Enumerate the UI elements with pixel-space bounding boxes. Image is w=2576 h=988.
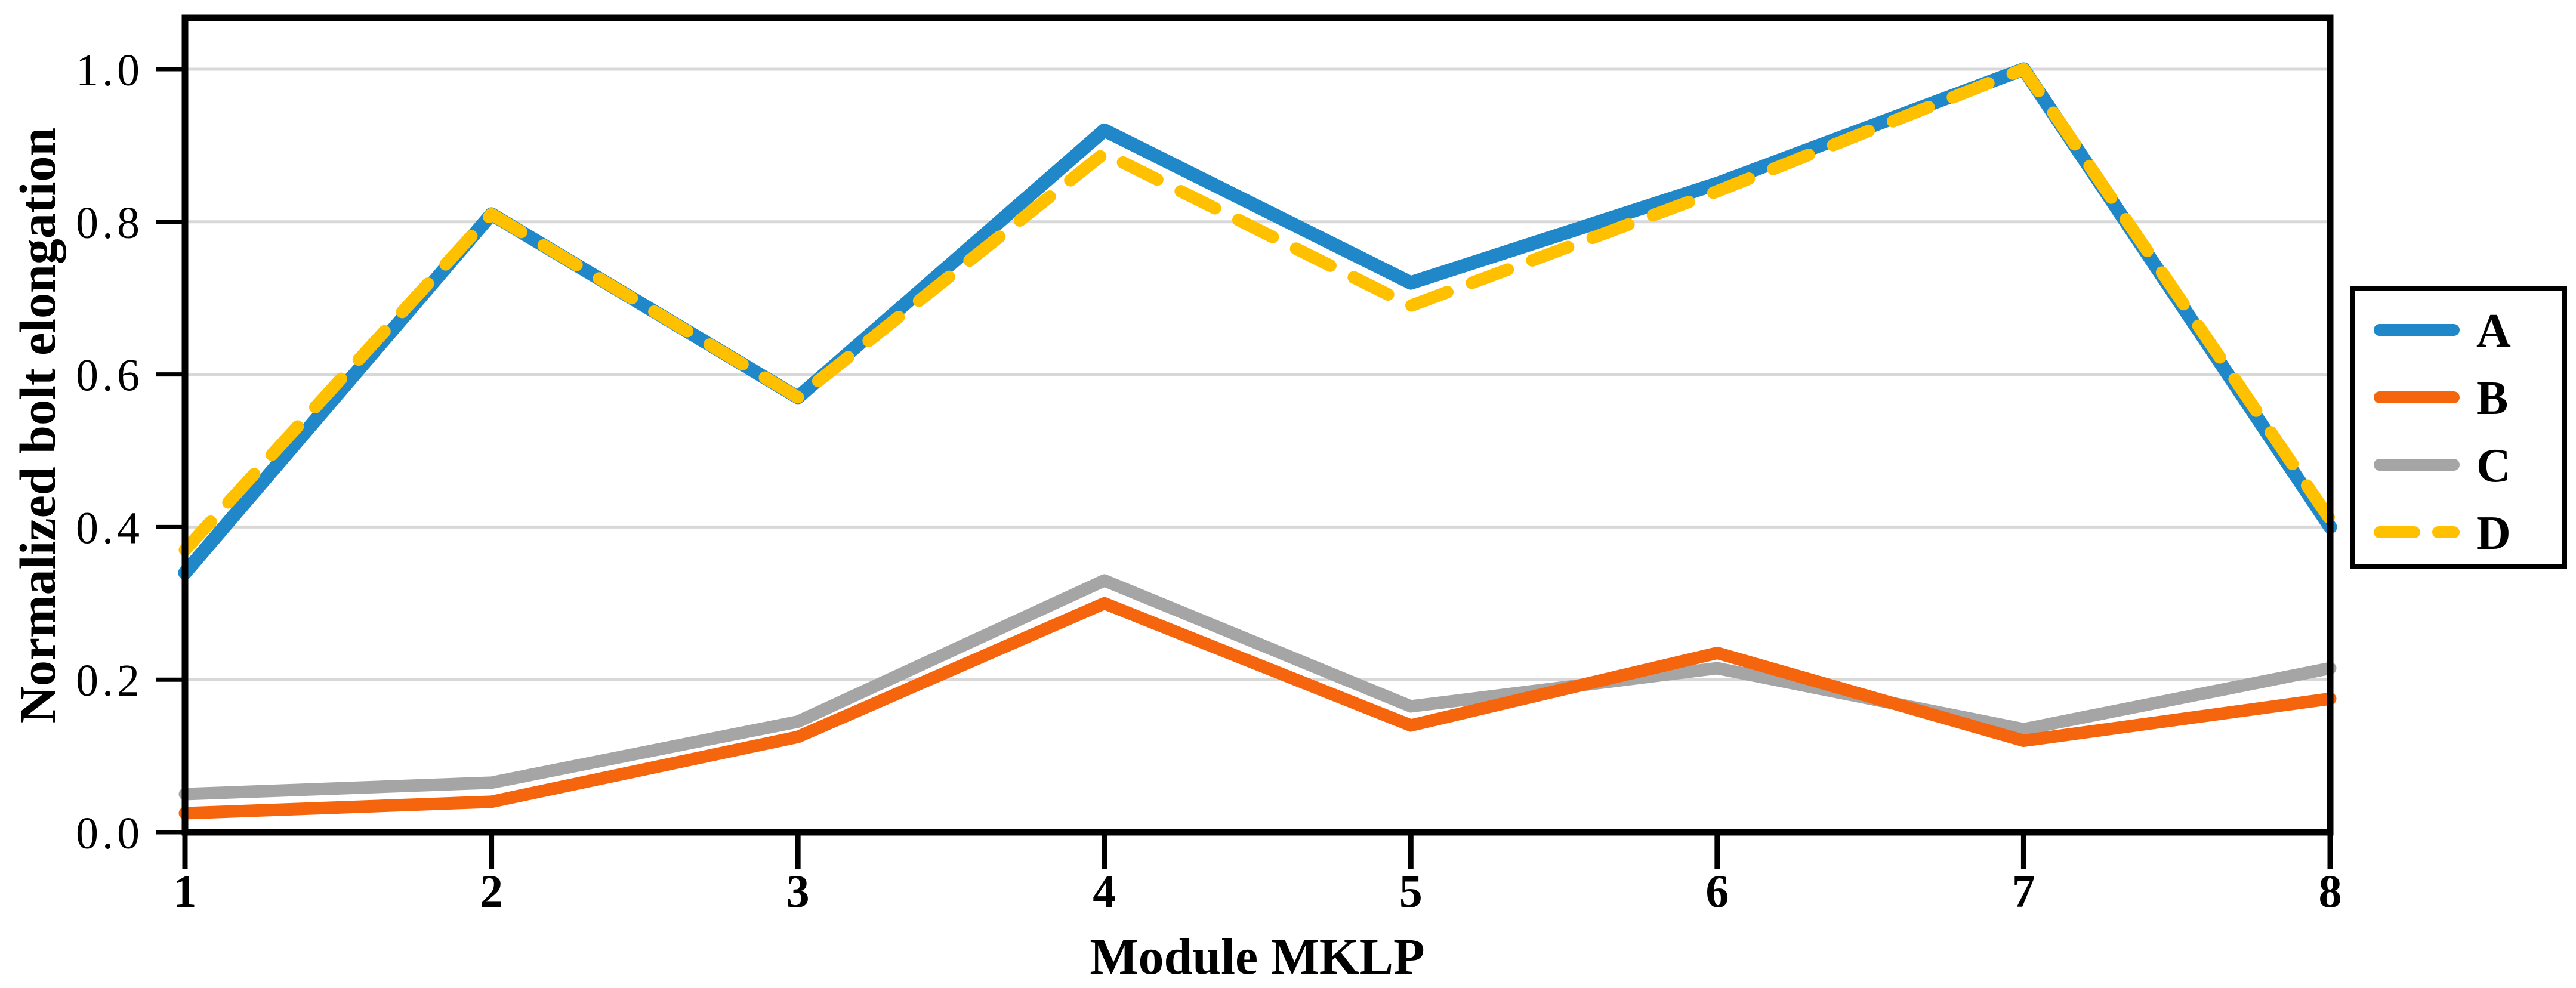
legend-label-A: A	[2476, 305, 2511, 357]
tick-labels: 0.0 0.2 0.4 0.6 0.8 1.0 1 2 3 4 5 6 7 8	[76, 45, 2342, 917]
x-tick-label: 2	[480, 865, 503, 917]
legend-item-D: D	[2374, 507, 2511, 560]
x-tick-label: 5	[1399, 865, 1423, 917]
y-tick-label: 0.2	[76, 656, 143, 706]
series-line-A	[178, 62, 2337, 580]
plot-frame	[181, 14, 2334, 836]
legend-item-A: A	[2374, 305, 2511, 357]
x-tick-label: 1	[174, 865, 197, 917]
y-axis-title: Normalized bolt elongation	[9, 128, 66, 724]
x-axis-title: Module MKLP	[1090, 928, 1424, 985]
plot-border	[181, 14, 2334, 836]
series-line-C	[178, 574, 2337, 801]
y-tick-label: 0.0	[76, 808, 143, 859]
x-tick-label: 4	[1093, 865, 1116, 917]
axis-ticks	[156, 67, 2333, 869]
legend-label-D: D	[2476, 507, 2511, 560]
series-line-D	[178, 63, 2337, 557]
x-tick-label: 3	[786, 865, 810, 917]
y-tick-label: 1.0	[76, 45, 143, 95]
y-tick-label: 0.4	[76, 503, 143, 553]
x-tick-label: 8	[2319, 865, 2342, 917]
x-tick-label: 6	[1705, 865, 1729, 917]
legend-item-B: B	[2374, 372, 2508, 425]
series-line-B	[178, 597, 2337, 820]
y-tick-label: 0.8	[76, 198, 143, 248]
legend-item-C: C	[2374, 440, 2511, 492]
legend-label-B: B	[2476, 372, 2508, 425]
y-tick-label: 0.6	[76, 351, 143, 401]
legend-label-C: C	[2476, 440, 2511, 492]
series-lines	[178, 62, 2337, 820]
gridlines	[185, 67, 2330, 681]
x-tick-label: 7	[2012, 865, 2035, 917]
